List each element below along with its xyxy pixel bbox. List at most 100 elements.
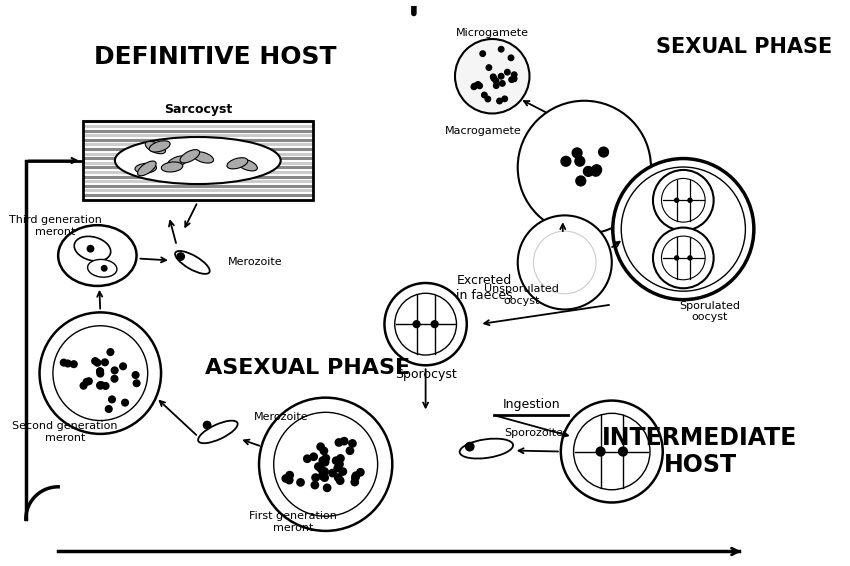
Circle shape [352, 474, 359, 481]
Circle shape [485, 96, 490, 102]
Circle shape [133, 380, 140, 387]
Text: Macrogamete: Macrogamete [445, 126, 522, 136]
Ellipse shape [167, 156, 188, 168]
Circle shape [334, 465, 342, 472]
Circle shape [500, 81, 505, 86]
Circle shape [508, 55, 513, 61]
Circle shape [482, 92, 487, 98]
Circle shape [286, 471, 293, 479]
Circle shape [591, 166, 601, 176]
Ellipse shape [138, 161, 156, 176]
Circle shape [101, 265, 108, 272]
Circle shape [282, 475, 290, 482]
Circle shape [80, 383, 87, 389]
Circle shape [431, 320, 439, 328]
Ellipse shape [162, 162, 183, 172]
Text: DEFINITIVE HOST: DEFINITIVE HOST [94, 45, 337, 68]
Circle shape [477, 83, 482, 88]
Ellipse shape [193, 152, 213, 163]
Circle shape [502, 96, 507, 102]
Circle shape [319, 472, 326, 479]
Circle shape [87, 245, 94, 252]
Circle shape [322, 454, 330, 462]
Circle shape [133, 372, 139, 378]
Circle shape [613, 158, 754, 299]
Circle shape [596, 447, 606, 457]
Circle shape [583, 166, 593, 177]
Circle shape [317, 443, 325, 451]
Circle shape [321, 468, 328, 475]
Circle shape [518, 101, 651, 234]
Text: SEXUAL PHASE: SEXUAL PHASE [656, 37, 832, 57]
Circle shape [314, 463, 322, 470]
Ellipse shape [88, 259, 117, 277]
Circle shape [493, 78, 499, 84]
Circle shape [561, 156, 571, 166]
Text: Merozoite: Merozoite [228, 258, 282, 267]
Circle shape [346, 447, 354, 454]
Circle shape [92, 358, 99, 365]
Circle shape [575, 156, 585, 166]
Circle shape [99, 382, 105, 389]
Circle shape [321, 458, 329, 466]
Circle shape [122, 399, 128, 406]
Circle shape [339, 468, 347, 475]
Text: Sporocyst: Sporocyst [394, 368, 456, 380]
Circle shape [321, 474, 328, 481]
Text: Third generation
meront: Third generation meront [8, 216, 102, 237]
Circle shape [572, 148, 582, 158]
Circle shape [505, 70, 510, 75]
Circle shape [259, 398, 393, 531]
Ellipse shape [175, 251, 210, 274]
Text: Excreted
in faeces: Excreted in faeces [456, 274, 513, 302]
Circle shape [621, 167, 745, 291]
Circle shape [384, 283, 467, 365]
Text: Sporulated
oocyst: Sporulated oocyst [679, 301, 740, 322]
Circle shape [312, 474, 320, 481]
Circle shape [97, 368, 104, 375]
Circle shape [674, 255, 679, 261]
Circle shape [101, 359, 108, 366]
Circle shape [661, 178, 706, 222]
Circle shape [618, 447, 628, 457]
Circle shape [336, 461, 343, 468]
Circle shape [534, 231, 596, 294]
Circle shape [494, 83, 499, 88]
Text: Sarcocyst: Sarcocyst [164, 103, 232, 116]
Text: Microgamete: Microgamete [456, 28, 529, 38]
Circle shape [202, 421, 212, 430]
Ellipse shape [150, 141, 170, 152]
Circle shape [496, 98, 502, 104]
Circle shape [109, 396, 116, 403]
Circle shape [310, 453, 317, 460]
Circle shape [97, 382, 104, 388]
Circle shape [498, 46, 504, 52]
Circle shape [60, 359, 67, 366]
Circle shape [111, 375, 118, 382]
Ellipse shape [58, 225, 137, 286]
Ellipse shape [180, 149, 200, 163]
Circle shape [86, 378, 92, 384]
Bar [82, 121, 313, 200]
Circle shape [394, 293, 456, 355]
Circle shape [561, 401, 663, 503]
Circle shape [320, 447, 327, 454]
Circle shape [341, 438, 348, 445]
Circle shape [337, 477, 344, 484]
Circle shape [65, 360, 71, 367]
Circle shape [475, 82, 481, 87]
Circle shape [455, 39, 530, 114]
Circle shape [498, 74, 504, 79]
Circle shape [518, 216, 612, 310]
Circle shape [480, 51, 485, 57]
Circle shape [661, 236, 706, 280]
Circle shape [486, 65, 491, 70]
Circle shape [357, 469, 364, 476]
Circle shape [653, 170, 714, 230]
Text: Unsporulated
oocyst: Unsporulated oocyst [484, 284, 559, 306]
Circle shape [286, 477, 293, 484]
Circle shape [97, 368, 104, 375]
Ellipse shape [460, 439, 513, 458]
Circle shape [97, 382, 104, 389]
Circle shape [512, 72, 517, 78]
